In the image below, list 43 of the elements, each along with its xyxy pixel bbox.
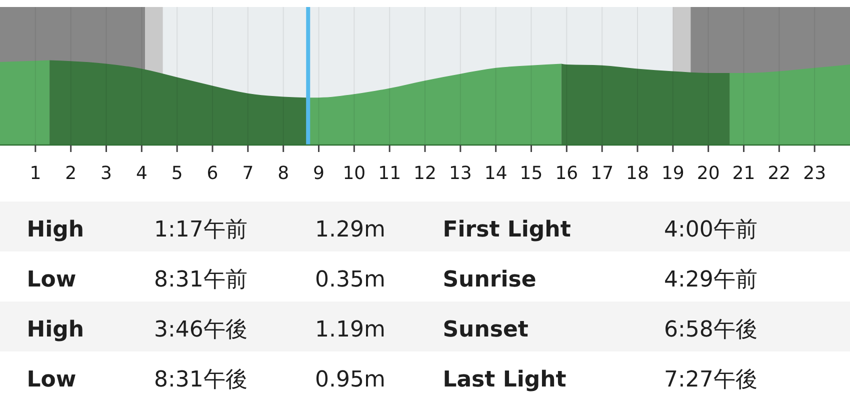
x-tick-label: 9 bbox=[313, 163, 324, 184]
text: Low bbox=[26, 268, 76, 292]
x-tick-label: 15 bbox=[520, 163, 543, 184]
x-tick-label: 6 bbox=[206, 163, 218, 184]
x-tick-label: 5 bbox=[171, 163, 183, 184]
x-tick-label: 20 bbox=[696, 163, 720, 184]
x-tick-label: 23 bbox=[803, 163, 826, 184]
text: 1.29m bbox=[315, 218, 386, 242]
x-tick-label: 21 bbox=[732, 163, 756, 184]
text: 8:31午前 bbox=[154, 268, 248, 292]
text: 1:17午前 bbox=[154, 218, 248, 242]
text: 6:58午後 bbox=[664, 318, 758, 342]
text: 4:29午前 bbox=[664, 268, 758, 292]
text: 0.95m bbox=[315, 368, 386, 392]
x-tick-label: 4 bbox=[136, 163, 148, 184]
text: 8:31午後 bbox=[154, 368, 248, 392]
text: Sunset bbox=[442, 318, 529, 342]
text: Last Light bbox=[442, 368, 567, 392]
x-tick-label: 22 bbox=[768, 163, 791, 184]
text: 7:27午後 bbox=[664, 368, 758, 392]
x-tick-label: 12 bbox=[414, 163, 436, 184]
text: Low bbox=[26, 368, 76, 392]
x-tick-label: 17 bbox=[590, 163, 614, 184]
x-tick-label: 14 bbox=[484, 163, 508, 184]
text: 4:00午前 bbox=[664, 218, 758, 242]
text: High bbox=[26, 318, 84, 342]
x-tick-label: 11 bbox=[378, 163, 402, 184]
x-tick-label: 7 bbox=[242, 163, 254, 184]
x-tick-label: 10 bbox=[342, 163, 366, 184]
text: High bbox=[26, 218, 84, 242]
x-tick-label: 8 bbox=[278, 163, 290, 184]
x-tick-label: 1 bbox=[30, 163, 42, 184]
text: Sunrise bbox=[442, 268, 536, 292]
x-tick-label: 2 bbox=[65, 163, 77, 184]
x-tick-label: 19 bbox=[661, 163, 684, 184]
text: 3:46午後 bbox=[154, 318, 248, 342]
text: 0.35m bbox=[315, 268, 386, 292]
x-tick-label: 3 bbox=[100, 163, 112, 184]
text: 1.19m bbox=[315, 318, 386, 342]
x-tick-label: 18 bbox=[626, 163, 649, 184]
x-tick-label: 16 bbox=[555, 163, 578, 184]
x-tick-label: 13 bbox=[448, 163, 472, 184]
text: First Light bbox=[442, 218, 572, 242]
